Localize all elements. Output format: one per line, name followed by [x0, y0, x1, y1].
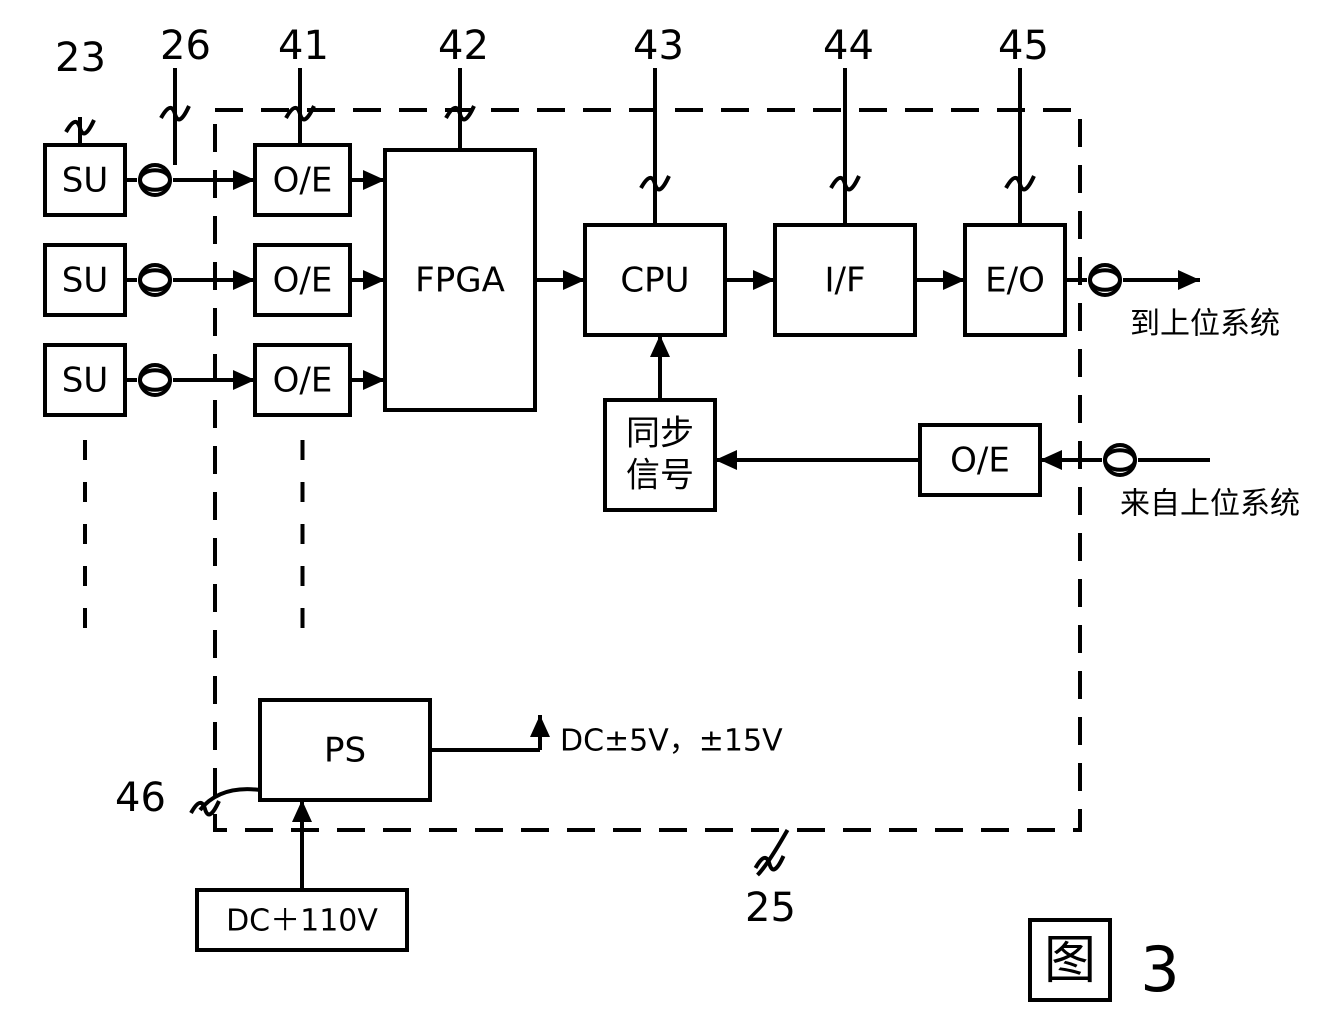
label-sync-2: 信号	[626, 456, 694, 496]
ref-r44: 44	[823, 23, 874, 69]
arrow-head-icon	[233, 170, 255, 190]
arrow-head-icon	[233, 270, 255, 290]
label-oe2: O/E	[273, 261, 333, 301]
arrow-head-icon	[1178, 270, 1200, 290]
fiber-icon-1	[140, 170, 170, 190]
fiber-icon-2	[140, 270, 170, 290]
arrow-head-icon	[943, 270, 965, 290]
arrow-head-icon	[563, 270, 585, 290]
label-cpu: CPU	[620, 261, 689, 301]
label-oe3: O/E	[273, 361, 333, 401]
arrow-head-icon	[530, 715, 550, 737]
fig-char: 图	[1044, 931, 1096, 991]
ref-r43: 43	[633, 23, 684, 69]
ref-r45: 45	[998, 23, 1049, 69]
arrow-head-icon	[715, 450, 737, 470]
to-upper-label: 到上位系统	[1130, 307, 1280, 342]
dc-out-label: DC±5V，±15V	[560, 724, 783, 759]
label-eo: E/O	[985, 261, 1045, 301]
label-fpga: FPGA	[415, 261, 505, 301]
from-upper-label: 来自上位系统	[1120, 487, 1300, 522]
ref-r46: 46	[115, 775, 166, 821]
label-su2: SU	[62, 261, 108, 301]
ref-r41: 41	[278, 23, 329, 69]
ref-r26: 26	[160, 23, 211, 69]
label-oe4: O/E	[950, 441, 1010, 481]
ref-r25: 25	[745, 885, 796, 931]
ref-r42: 42	[438, 23, 489, 69]
fiber-icon-3	[140, 370, 170, 390]
label-su3: SU	[62, 361, 108, 401]
arrow-head-icon	[363, 270, 385, 290]
fig-num: 3	[1140, 933, 1179, 1006]
arrow-head-icon	[363, 170, 385, 190]
ref-r23: 23	[55, 35, 106, 81]
label-dc110: DC＋110V	[226, 904, 378, 939]
arrow-head-icon	[363, 370, 385, 390]
fiber-out-icon	[1090, 270, 1120, 290]
label-if: I/F	[824, 261, 865, 301]
arrow-head-icon	[233, 370, 255, 390]
lead-r46	[200, 789, 260, 810]
arrow-head-icon	[1040, 450, 1062, 470]
arrow-head-icon	[292, 800, 312, 822]
label-sync-1: 同步	[626, 414, 694, 454]
label-su1: SU	[62, 161, 108, 201]
label-oe1: O/E	[273, 161, 333, 201]
arrow-head-icon	[650, 335, 670, 357]
fiber-in-icon	[1105, 450, 1135, 470]
arrow-head-icon	[753, 270, 775, 290]
label-ps: PS	[324, 731, 366, 771]
